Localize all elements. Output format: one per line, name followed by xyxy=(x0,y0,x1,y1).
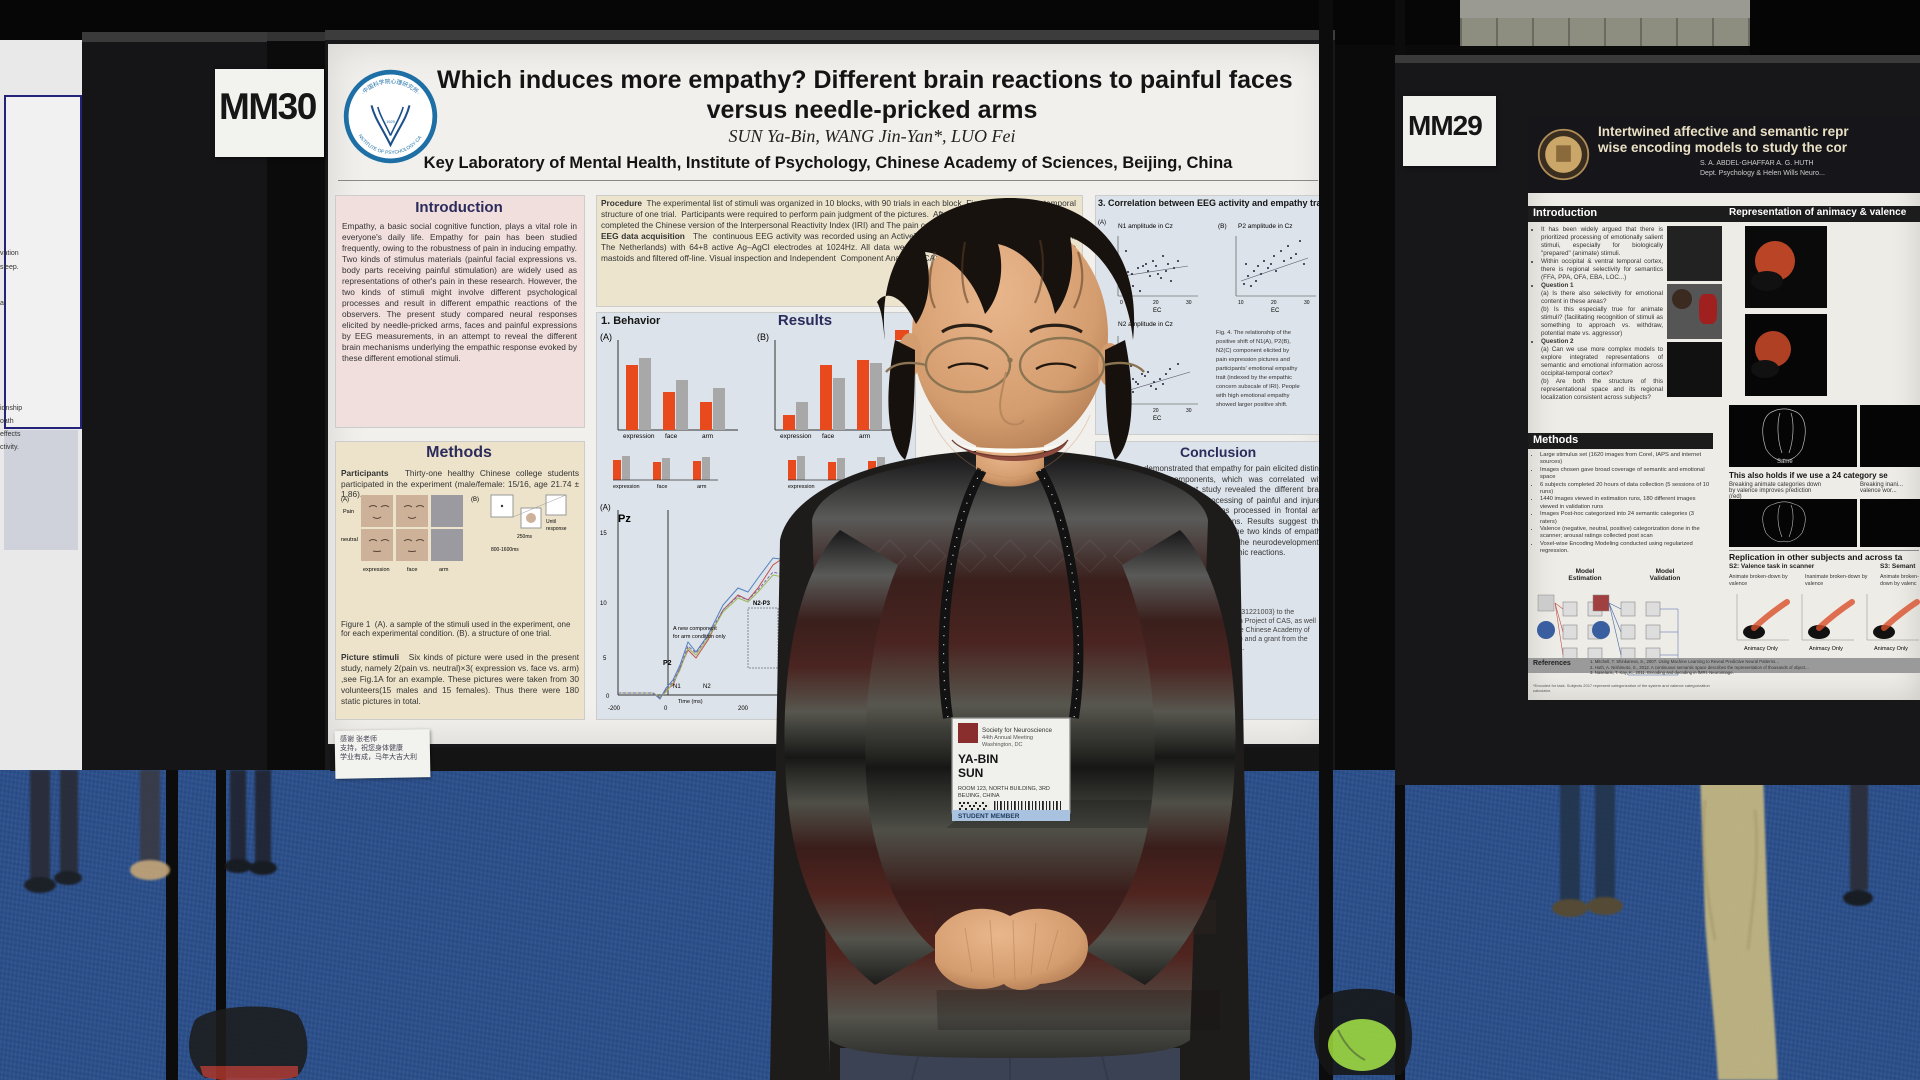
svg-text:10: 10 xyxy=(600,601,607,607)
svg-text:arm: arm xyxy=(439,567,449,573)
svg-text:-200: -200 xyxy=(608,706,621,712)
svg-text:Same: Same xyxy=(1777,459,1793,465)
svg-text:expression: expression xyxy=(363,567,390,573)
svg-text:ROOM 123, NORTH BUILDING, 3RD: ROOM 123, NORTH BUILDING, 3RD xyxy=(958,786,1050,792)
svg-text:BEIJING, CHINA: BEIJING, CHINA xyxy=(958,793,1000,799)
svg-text:(A): (A) xyxy=(600,503,611,512)
svg-text:Animacy Only: Animacy Only xyxy=(1744,646,1778,652)
svg-text:face: face xyxy=(407,567,417,573)
svg-text:Pain: Pain xyxy=(343,509,354,515)
svg-text:(B): (B) xyxy=(471,497,479,503)
svg-text:800-1600ms: 800-1600ms xyxy=(491,547,519,553)
svg-text:15: 15 xyxy=(600,531,607,537)
svg-text:5: 5 xyxy=(603,656,607,662)
svg-text:Washington, DC: Washington, DC xyxy=(982,742,1023,748)
svg-text:face: face xyxy=(657,484,667,490)
svg-text:neutral: neutral xyxy=(341,537,358,543)
svg-text:SUN: SUN xyxy=(958,766,983,780)
svg-text:face: face xyxy=(665,433,678,440)
svg-text:Society for Neuroscience: Society for Neuroscience xyxy=(982,727,1052,734)
svg-text:expression: expression xyxy=(623,433,655,440)
svg-text:P2: P2 xyxy=(663,660,672,667)
svg-text:1929: 1929 xyxy=(386,119,395,124)
svg-text:(A): (A) xyxy=(341,497,349,503)
svg-text:expression: expression xyxy=(613,484,640,490)
svg-text:STUDENT MEMBER: STUDENT MEMBER xyxy=(958,813,1020,820)
svg-text:44th Annual Meeting: 44th Annual Meeting xyxy=(982,735,1033,741)
svg-text:Until: Until xyxy=(546,519,556,525)
svg-text:0: 0 xyxy=(664,706,668,712)
svg-text:Animacy Only: Animacy Only xyxy=(1874,646,1908,652)
svg-text:250ms: 250ms xyxy=(517,534,533,540)
svg-text:0: 0 xyxy=(606,694,610,700)
svg-text:YA-BIN: YA-BIN xyxy=(958,752,998,766)
svg-text:(A): (A) xyxy=(600,332,612,342)
svg-text:Animacy Only: Animacy Only xyxy=(1809,646,1843,652)
svg-text:response: response xyxy=(546,526,567,532)
svg-text:Pz: Pz xyxy=(618,513,631,525)
